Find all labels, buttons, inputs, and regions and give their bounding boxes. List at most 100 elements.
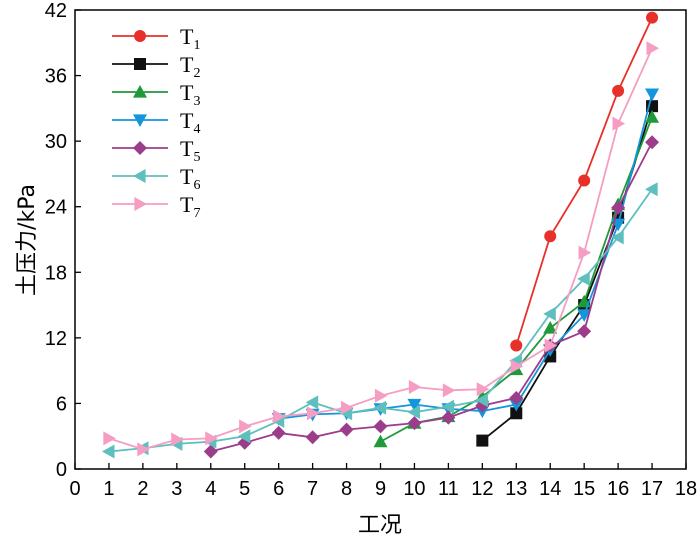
data-point bbox=[612, 116, 626, 131]
data-point bbox=[577, 271, 590, 286]
series-T1 bbox=[510, 11, 659, 352]
x-tick-label: 17 bbox=[641, 478, 663, 500]
x-tick-label: 3 bbox=[171, 478, 182, 500]
data-point bbox=[305, 395, 319, 410]
data-point bbox=[441, 399, 454, 414]
y-tick-label: 18 bbox=[45, 262, 67, 284]
data-point bbox=[475, 393, 488, 408]
data-point bbox=[271, 425, 286, 440]
x-tick-label: 1 bbox=[103, 478, 114, 500]
x-tick-label: 15 bbox=[573, 478, 595, 500]
data-point bbox=[509, 390, 524, 405]
series-T2 bbox=[476, 100, 659, 447]
data-point bbox=[476, 382, 490, 397]
data-point bbox=[101, 444, 115, 459]
data-point bbox=[544, 338, 558, 353]
data-point bbox=[203, 444, 218, 459]
y-tick-label: 12 bbox=[45, 328, 67, 350]
legend-marker bbox=[134, 58, 146, 70]
legend-entry: T5 bbox=[112, 136, 200, 165]
data-point bbox=[612, 84, 625, 97]
legend-label: T5 bbox=[180, 136, 200, 165]
data-point bbox=[510, 359, 524, 374]
legend-label: T2 bbox=[180, 52, 200, 81]
data-point bbox=[543, 321, 558, 334]
x-tick-label: 13 bbox=[505, 478, 527, 500]
legend-marker bbox=[133, 141, 147, 155]
series-T6 bbox=[101, 182, 658, 459]
data-point bbox=[578, 174, 591, 187]
data-point bbox=[611, 200, 626, 215]
x-tick-label: 10 bbox=[403, 478, 425, 500]
data-point bbox=[171, 432, 184, 447]
x-tick-label: 9 bbox=[375, 478, 386, 500]
data-point bbox=[237, 429, 251, 444]
y-axis-label: 土压力/kPa bbox=[15, 184, 40, 296]
data-point bbox=[239, 419, 252, 434]
data-point bbox=[373, 400, 387, 415]
y-tick-label: 24 bbox=[45, 197, 67, 219]
y-tick-label: 30 bbox=[45, 131, 67, 153]
legend-entry: T1 bbox=[112, 24, 200, 53]
data-point bbox=[577, 324, 592, 339]
legend-entry: T3 bbox=[112, 80, 200, 109]
data-point bbox=[408, 380, 422, 395]
y-tick-label: 0 bbox=[56, 459, 67, 481]
data-point bbox=[373, 434, 388, 448]
data-point bbox=[442, 383, 456, 398]
x-tick-label: 2 bbox=[137, 478, 148, 500]
legend-label: T7 bbox=[180, 192, 200, 221]
data-point bbox=[441, 410, 456, 425]
data-point bbox=[273, 409, 286, 424]
series-T5 bbox=[203, 135, 660, 459]
x-axis-label: 工况 bbox=[358, 513, 402, 538]
x-tick-label: 18 bbox=[675, 478, 697, 500]
data-point bbox=[509, 398, 524, 412]
x-tick-label: 0 bbox=[69, 478, 80, 500]
legend-entry: T4 bbox=[112, 108, 200, 137]
series-line bbox=[278, 93, 653, 420]
data-point bbox=[373, 419, 388, 434]
data-point bbox=[645, 135, 660, 150]
y-tick-label: 36 bbox=[45, 66, 67, 88]
x-tick-label: 11 bbox=[438, 478, 459, 500]
plot-frame bbox=[74, 9, 687, 470]
chart-axes: 0 1 2 3 4 5 6 7 8 9 10 11 12 13 14 15 16 17 18061218243036… bbox=[45, 0, 697, 500]
data-point bbox=[645, 110, 660, 123]
data-point bbox=[407, 405, 421, 420]
chart-marks bbox=[101, 11, 660, 459]
data-point bbox=[407, 398, 422, 412]
legend-label: T4 bbox=[180, 108, 200, 137]
y-tick-label: 42 bbox=[45, 0, 67, 22]
data-point bbox=[374, 388, 388, 403]
x-tick-label: 12 bbox=[471, 478, 493, 500]
data-point bbox=[510, 407, 523, 420]
legend-marker bbox=[134, 30, 146, 42]
legend-label: T6 bbox=[180, 164, 200, 193]
data-point bbox=[543, 306, 556, 321]
data-point bbox=[305, 430, 320, 445]
data-point bbox=[578, 245, 592, 260]
legend-entry: T6 bbox=[112, 164, 200, 193]
x-tick-label: 4 bbox=[205, 478, 216, 500]
data-point bbox=[339, 422, 354, 437]
data-point bbox=[137, 442, 150, 457]
data-point bbox=[611, 230, 624, 245]
data-point bbox=[205, 431, 218, 446]
series-line bbox=[481, 105, 653, 442]
data-point bbox=[340, 400, 354, 415]
x-tick-label: 5 bbox=[239, 478, 250, 500]
legend-label: T1 bbox=[180, 24, 200, 53]
legend-marker bbox=[133, 169, 146, 183]
data-point bbox=[307, 406, 320, 421]
data-point bbox=[407, 416, 422, 431]
data-point bbox=[510, 339, 523, 352]
data-point bbox=[646, 41, 660, 56]
series-T7 bbox=[103, 41, 660, 457]
data-point bbox=[577, 309, 592, 322]
x-tick-label: 14 bbox=[539, 478, 561, 500]
legend-entry: T7 bbox=[112, 192, 200, 221]
legend-marker bbox=[133, 114, 147, 127]
